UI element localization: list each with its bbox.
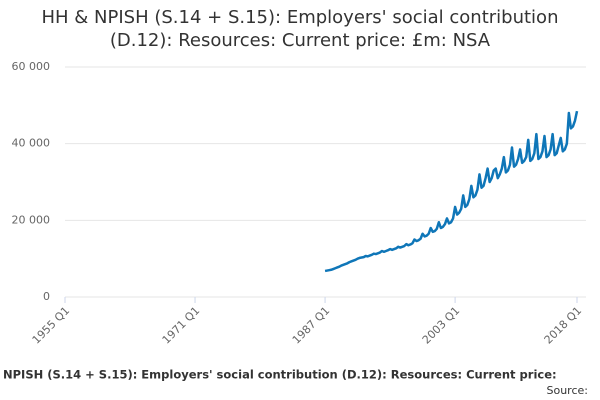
line: [324, 110, 579, 273]
x-tick-label: 2018 Q1: [542, 304, 585, 347]
x-tick-label: 1987 Q1: [290, 304, 333, 347]
source: Source:: [547, 384, 589, 397]
y-tick-label: 60 000: [12, 60, 51, 73]
x-tick-label: 1955 Q1: [30, 304, 73, 347]
x-tick-label: 1971 Q1: [160, 304, 203, 347]
y-tick-label: 0: [43, 290, 50, 303]
x-tick-label: 2003 Q1: [420, 304, 463, 347]
y-tick-label: 40 000: [12, 137, 51, 150]
y-tick-label: 20 000: [12, 213, 51, 226]
footer: NPISH (S.14 + S.15): Employers' social c…: [3, 368, 557, 382]
chart-title: HH & NPISH (S.14 + S.15): Employers' soc…: [41, 7, 559, 51]
